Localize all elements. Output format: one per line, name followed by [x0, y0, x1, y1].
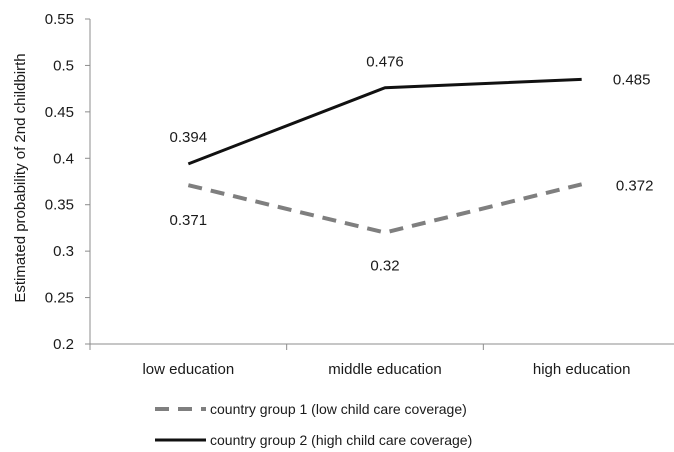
legend-label: country group 2 (high child care coverag… [210, 432, 472, 448]
data-label: 0.372 [616, 177, 654, 194]
y-tick-label: 0.25 [45, 290, 74, 307]
axes: 0.2 0.25 0.3 0.35 0.4 0.45 0.5 0.55 low educatio… [45, 11, 674, 378]
y-tick-label: 0.55 [45, 11, 74, 28]
series-layer [187, 77, 583, 235]
legend-item: country group 2 (high child care coverag… [155, 432, 472, 448]
data-labels: 0.371 0.32 0.372 0.394 0.476 0.485 [170, 54, 654, 275]
y-tick-label: 0.35 [45, 197, 74, 214]
y-tick-label: 0.2 [53, 336, 74, 353]
y-tick-label: 0.3 [53, 243, 74, 260]
data-label: 0.476 [366, 54, 404, 71]
series-line-1 [187, 182, 583, 235]
y-tick-label: 0.4 [53, 150, 74, 167]
legend-item: country group 1 (low child care coverage… [155, 401, 467, 417]
data-label: 0.485 [613, 71, 651, 88]
x-tick-label: high education [533, 361, 631, 378]
y-tick-label: 0.5 [53, 57, 74, 74]
x-tick-label: middle education [328, 361, 441, 378]
series-line-2 [187, 77, 582, 166]
legend: country group 1 (low child care coverage… [155, 401, 472, 448]
data-label: 0.394 [170, 129, 208, 146]
data-label: 0.32 [370, 258, 399, 275]
data-label: 0.371 [170, 212, 208, 229]
y-axis-title: Estimated probability of 2nd childbirth [12, 53, 29, 302]
x-tick-label: low education [142, 361, 234, 378]
y-tick-label: 0.45 [45, 104, 74, 121]
legend-label: country group 1 (low child care coverage… [210, 401, 467, 417]
